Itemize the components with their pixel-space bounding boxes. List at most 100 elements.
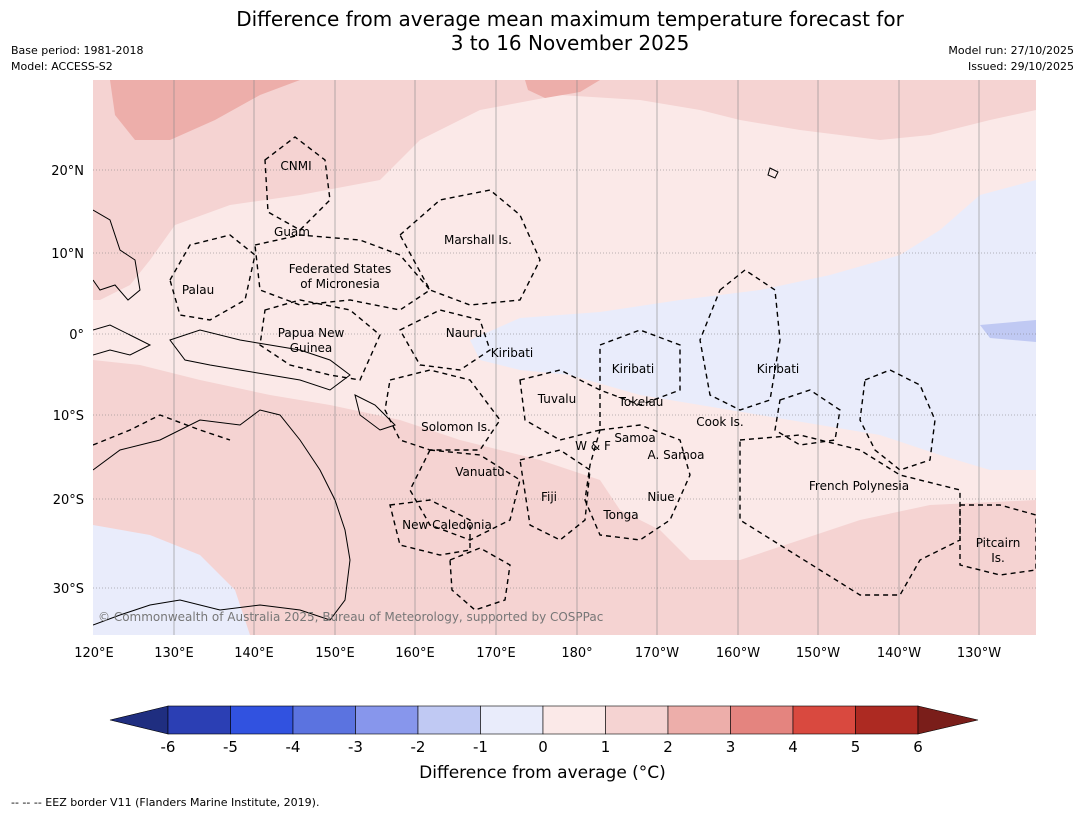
region-label-kiribati-west: Kiribati	[491, 346, 533, 360]
region-label-png-1: Papua New	[278, 326, 345, 340]
colorbar-swatch	[355, 705, 419, 735]
lat-label: 10°N	[51, 247, 84, 262]
lat-label: 30°S	[53, 582, 84, 597]
title-line-2: 3 to 16 November 2025	[450, 31, 690, 55]
colorbar-extension-low	[109, 705, 169, 735]
chart-title: Difference from average mean maximum tem…	[0, 7, 1085, 55]
colorbar-tick-label: 1	[601, 738, 611, 756]
region-label-fp: French Polynesia	[809, 479, 909, 493]
colorbar-tick-label: -3	[348, 738, 363, 756]
region-label-kiribati-east: Kiribati	[757, 362, 799, 376]
lon-label: 160°W	[716, 646, 760, 661]
lon-label: 120°E	[74, 646, 114, 661]
region-label-newcal: New Caledonia	[402, 518, 492, 532]
model-run: Model run: 27/10/2025	[948, 44, 1074, 57]
colorbar-swatch	[167, 705, 231, 735]
lat-label: 20°N	[51, 164, 84, 179]
lon-label: 130°E	[154, 646, 194, 661]
base-period: Base period: 1981-2018	[11, 44, 144, 57]
colorbar-swatch	[480, 705, 544, 735]
anomaly-field-2-3-nw	[110, 80, 300, 140]
colorbar-swatch	[855, 705, 919, 735]
lon-label: 170°W	[635, 646, 679, 661]
title-line-1: Difference from average mean maximum tem…	[236, 7, 904, 31]
colorbar-tick-label: 4	[788, 738, 798, 756]
region-label-kiribati-central: Kiribati	[612, 362, 654, 376]
anomaly-field-2-3-north	[525, 80, 600, 98]
region-label-pitcairn-1: Pitcairn	[976, 536, 1021, 550]
region-label-nauru: Nauru	[446, 326, 482, 340]
issued-date: Issued: 29/10/2025	[967, 60, 1074, 73]
region-label-fsm-1: Federated States	[289, 262, 391, 276]
meta-left: Base period: 1981-2018 Model: ACCESS-S2	[11, 43, 143, 75]
region-label-tokelau: Tokelau	[618, 395, 664, 409]
colorbar-tick-label: 3	[726, 738, 736, 756]
region-label-wf: W & F	[575, 439, 611, 453]
model-name: Model: ACCESS-S2	[11, 60, 113, 73]
lon-label: 150°W	[796, 646, 840, 661]
region-label-solomon: Solomon Is.	[421, 420, 491, 434]
region-label-tonga: Tonga	[602, 508, 638, 522]
map-panel	[93, 80, 1036, 635]
colorbar-swatch	[542, 705, 606, 735]
region-label-png-2: Guinea	[290, 341, 333, 355]
lon-axis-labels: 120°E 130°E 140°E 150°E 160°E 170°E 180°…	[74, 646, 1001, 661]
lat-label: 10°S	[53, 409, 84, 424]
colorbar-tick-label: -5	[223, 738, 238, 756]
colorbar-tick-label: -2	[411, 738, 426, 756]
region-label-marshall: Marshall Is.	[444, 233, 512, 247]
colorbar-tick-label: 5	[851, 738, 861, 756]
region-label-amsamoa: A. Samoa	[648, 448, 705, 462]
lon-label: 170°E	[476, 646, 516, 661]
coastlines	[93, 167, 779, 626]
colorbar-tick-label: 6	[913, 738, 923, 756]
colorbar-tick-label: -4	[286, 738, 301, 756]
eez-footnote: -- -- -- EEZ border V11 (Flanders Marine…	[11, 796, 320, 809]
colorbar-swatch	[417, 705, 481, 735]
region-label-cnmi: CNMI	[280, 159, 311, 173]
colorbar-tick-label: -1	[473, 738, 488, 756]
lon-label: 150°E	[315, 646, 355, 661]
map-grid	[173, 80, 980, 635]
colorbar-swatch	[292, 705, 356, 735]
lon-label: 160°E	[395, 646, 435, 661]
lat-label: 20°S	[53, 493, 84, 508]
colorbar: -6 -5 -4 -3 -2 -1 0 1 2 3 4 5 6	[109, 705, 979, 756]
colorbar-tick-label: 2	[663, 738, 673, 756]
lat-label: 0°	[69, 328, 84, 343]
region-label-pitcairn-2: Is.	[991, 551, 1005, 565]
colorbar-swatch	[667, 705, 731, 735]
region-label-vanuatu: Vanuatu	[455, 465, 505, 479]
anomaly-field-neg1-0-east	[470, 180, 1036, 470]
lon-label: 140°E	[234, 646, 274, 661]
lat-axis-labels: 20°N 10°N 0° 10°S 20°S 30°S	[51, 164, 84, 597]
colorbar-extension-high	[917, 705, 979, 735]
anomaly-field-1-2-north	[93, 80, 1036, 300]
lon-label: 180°	[561, 646, 592, 661]
eez-borders	[93, 136, 1036, 611]
region-label-fsm-2: of Micronesia	[300, 277, 380, 291]
region-label-samoa: Samoa	[614, 431, 655, 445]
colorbar-swatch	[605, 705, 669, 735]
region-label-tuvalu: Tuvalu	[537, 392, 577, 406]
copyright-note: © Commonwealth of Australia 2025, Bureau…	[98, 610, 603, 624]
colorbar-swatch	[730, 705, 794, 735]
anomaly-field-1-2-south	[93, 360, 1036, 635]
colorbar-swatch	[230, 705, 294, 735]
lat-grid	[93, 169, 1036, 589]
region-labels: CNMI Guam Marshall Is. Federated States …	[182, 159, 1020, 565]
colorbar-tick-label: 0	[538, 738, 548, 756]
region-label-fiji: Fiji	[541, 490, 557, 504]
region-label-niue: Niue	[647, 490, 674, 504]
lon-label: 140°W	[877, 646, 921, 661]
meta-right: Model run: 27/10/2025 Issued: 29/10/2025	[948, 43, 1074, 75]
colorbar-tick-label: -6	[161, 738, 176, 756]
lon-label: 130°W	[957, 646, 1001, 661]
anomaly-field-neg2-neg1	[980, 320, 1036, 342]
region-label-cook: Cook Is.	[696, 415, 743, 429]
colorbar-swatch	[792, 705, 856, 735]
colorbar-label: Difference from average (°C)	[419, 763, 666, 783]
region-label-guam: Guam	[274, 225, 310, 239]
region-label-palau: Palau	[182, 283, 214, 297]
